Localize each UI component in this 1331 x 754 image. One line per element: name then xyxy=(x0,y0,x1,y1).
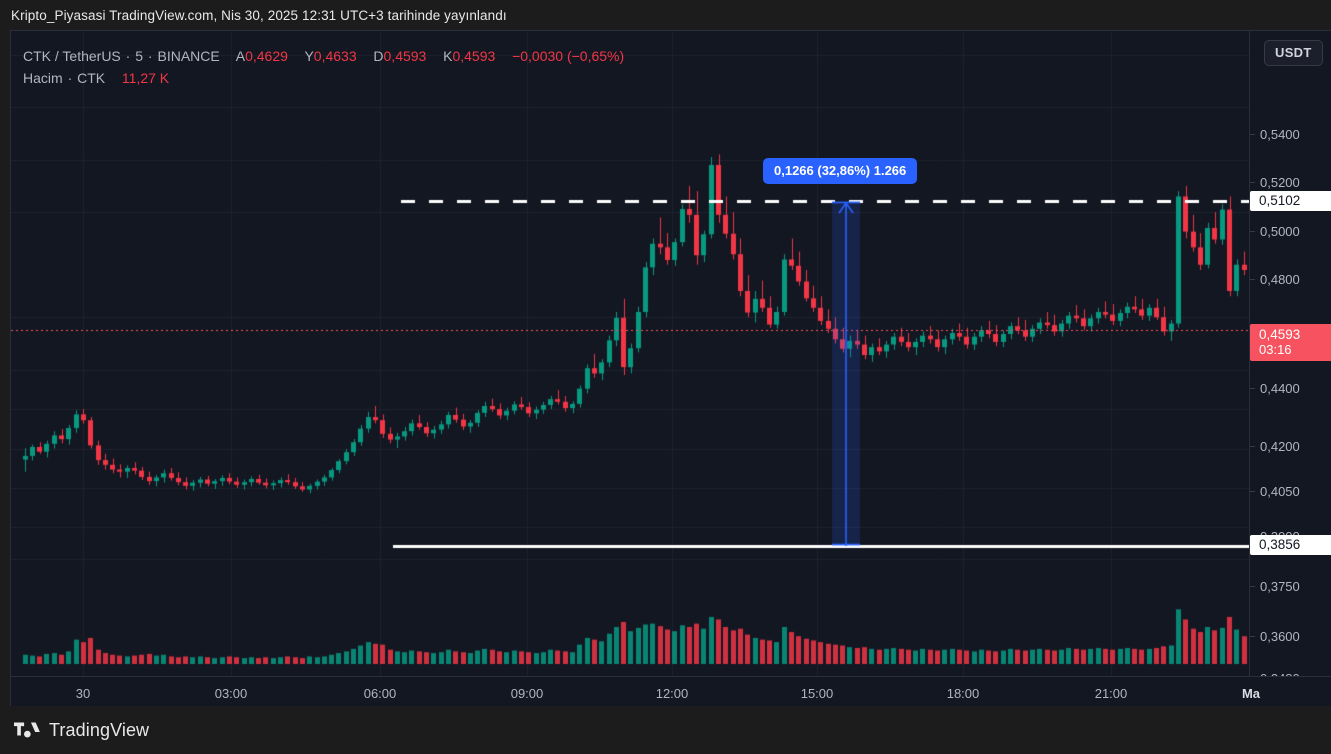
time-tick-label: 21:00 xyxy=(1094,686,1128,701)
time-tick-label: 12:00 xyxy=(655,686,689,701)
tradingview-brand-label: TradingView xyxy=(49,719,150,740)
tradingview-logo-icon xyxy=(14,722,40,739)
time-tick-label: Ma xyxy=(1241,686,1261,701)
price-tick-dash xyxy=(1250,279,1255,280)
price-tick-label: 0,5000 xyxy=(1260,224,1300,239)
price-tick-dash xyxy=(1250,182,1255,183)
last-price-value: 0,4593 xyxy=(1259,327,1301,342)
price-tick-label: 0,4400 xyxy=(1260,381,1300,396)
time-tick-label: 30 xyxy=(75,686,91,701)
last-price-badge[interactable]: 0,4593 03:16 xyxy=(1250,324,1331,361)
price-tick-dash xyxy=(1250,446,1255,447)
price-tick-dash xyxy=(1250,231,1255,232)
chart-frame: 0,1266 (32,86%) 1.266 CTK / TetherUS · 5… xyxy=(10,30,1331,706)
time-tick-label: 06:00 xyxy=(363,686,397,701)
price-tick-label: 0,5200 xyxy=(1260,175,1300,190)
price-tick-dash xyxy=(1250,491,1255,492)
price-tick-label: 0,4200 xyxy=(1260,439,1300,454)
price-tick-label: 0,4800 xyxy=(1260,272,1300,287)
chart-plot-area[interactable]: 0,1266 (32,86%) 1.266 xyxy=(11,31,1249,676)
publication-text: Kripto_Piyasasi TradingView.com, Nis 30,… xyxy=(11,7,507,23)
time-tick-label: 18:00 xyxy=(946,686,980,701)
bar-countdown: 03:16 xyxy=(1259,342,1292,357)
high-level-badge[interactable]: 0,5102 xyxy=(1250,191,1331,211)
time-scale[interactable]: 30 03:00 06:00 09:00 12:00 15:00 18:00 21:00 Ma xyxy=(11,676,1331,706)
price-scale[interactable]: USDT 0,5400 0,5200 0,5000 0,4800 0,4400 0,420… xyxy=(1249,31,1331,706)
time-tick-label: 09:00 xyxy=(510,686,544,701)
price-tick-dash xyxy=(1250,134,1255,135)
price-tick-dash xyxy=(1250,388,1255,389)
price-tick-dash xyxy=(1250,636,1255,637)
footer: TradingView xyxy=(0,706,1331,754)
time-tick-label: 15:00 xyxy=(800,686,834,701)
price-tick-label: 0,3600 xyxy=(1260,629,1300,644)
price-tick-label: 0,5400 xyxy=(1260,127,1300,142)
currency-button[interactable]: USDT xyxy=(1264,40,1323,66)
publication-header: Kripto_Piyasasi TradingView.com, Nis 30,… xyxy=(0,0,1331,30)
price-tick-label: 0,4050 xyxy=(1260,484,1300,499)
time-tick-label: 03:00 xyxy=(214,686,248,701)
price-tick-dash xyxy=(1250,586,1255,587)
chart-overlays xyxy=(11,31,1249,676)
measurement-tool-label[interactable]: 0,1266 (32,86%) 1.266 xyxy=(763,158,918,184)
price-tick-label: 0,3750 xyxy=(1260,579,1300,594)
low-level-badge[interactable]: 0,3856 xyxy=(1250,535,1331,555)
